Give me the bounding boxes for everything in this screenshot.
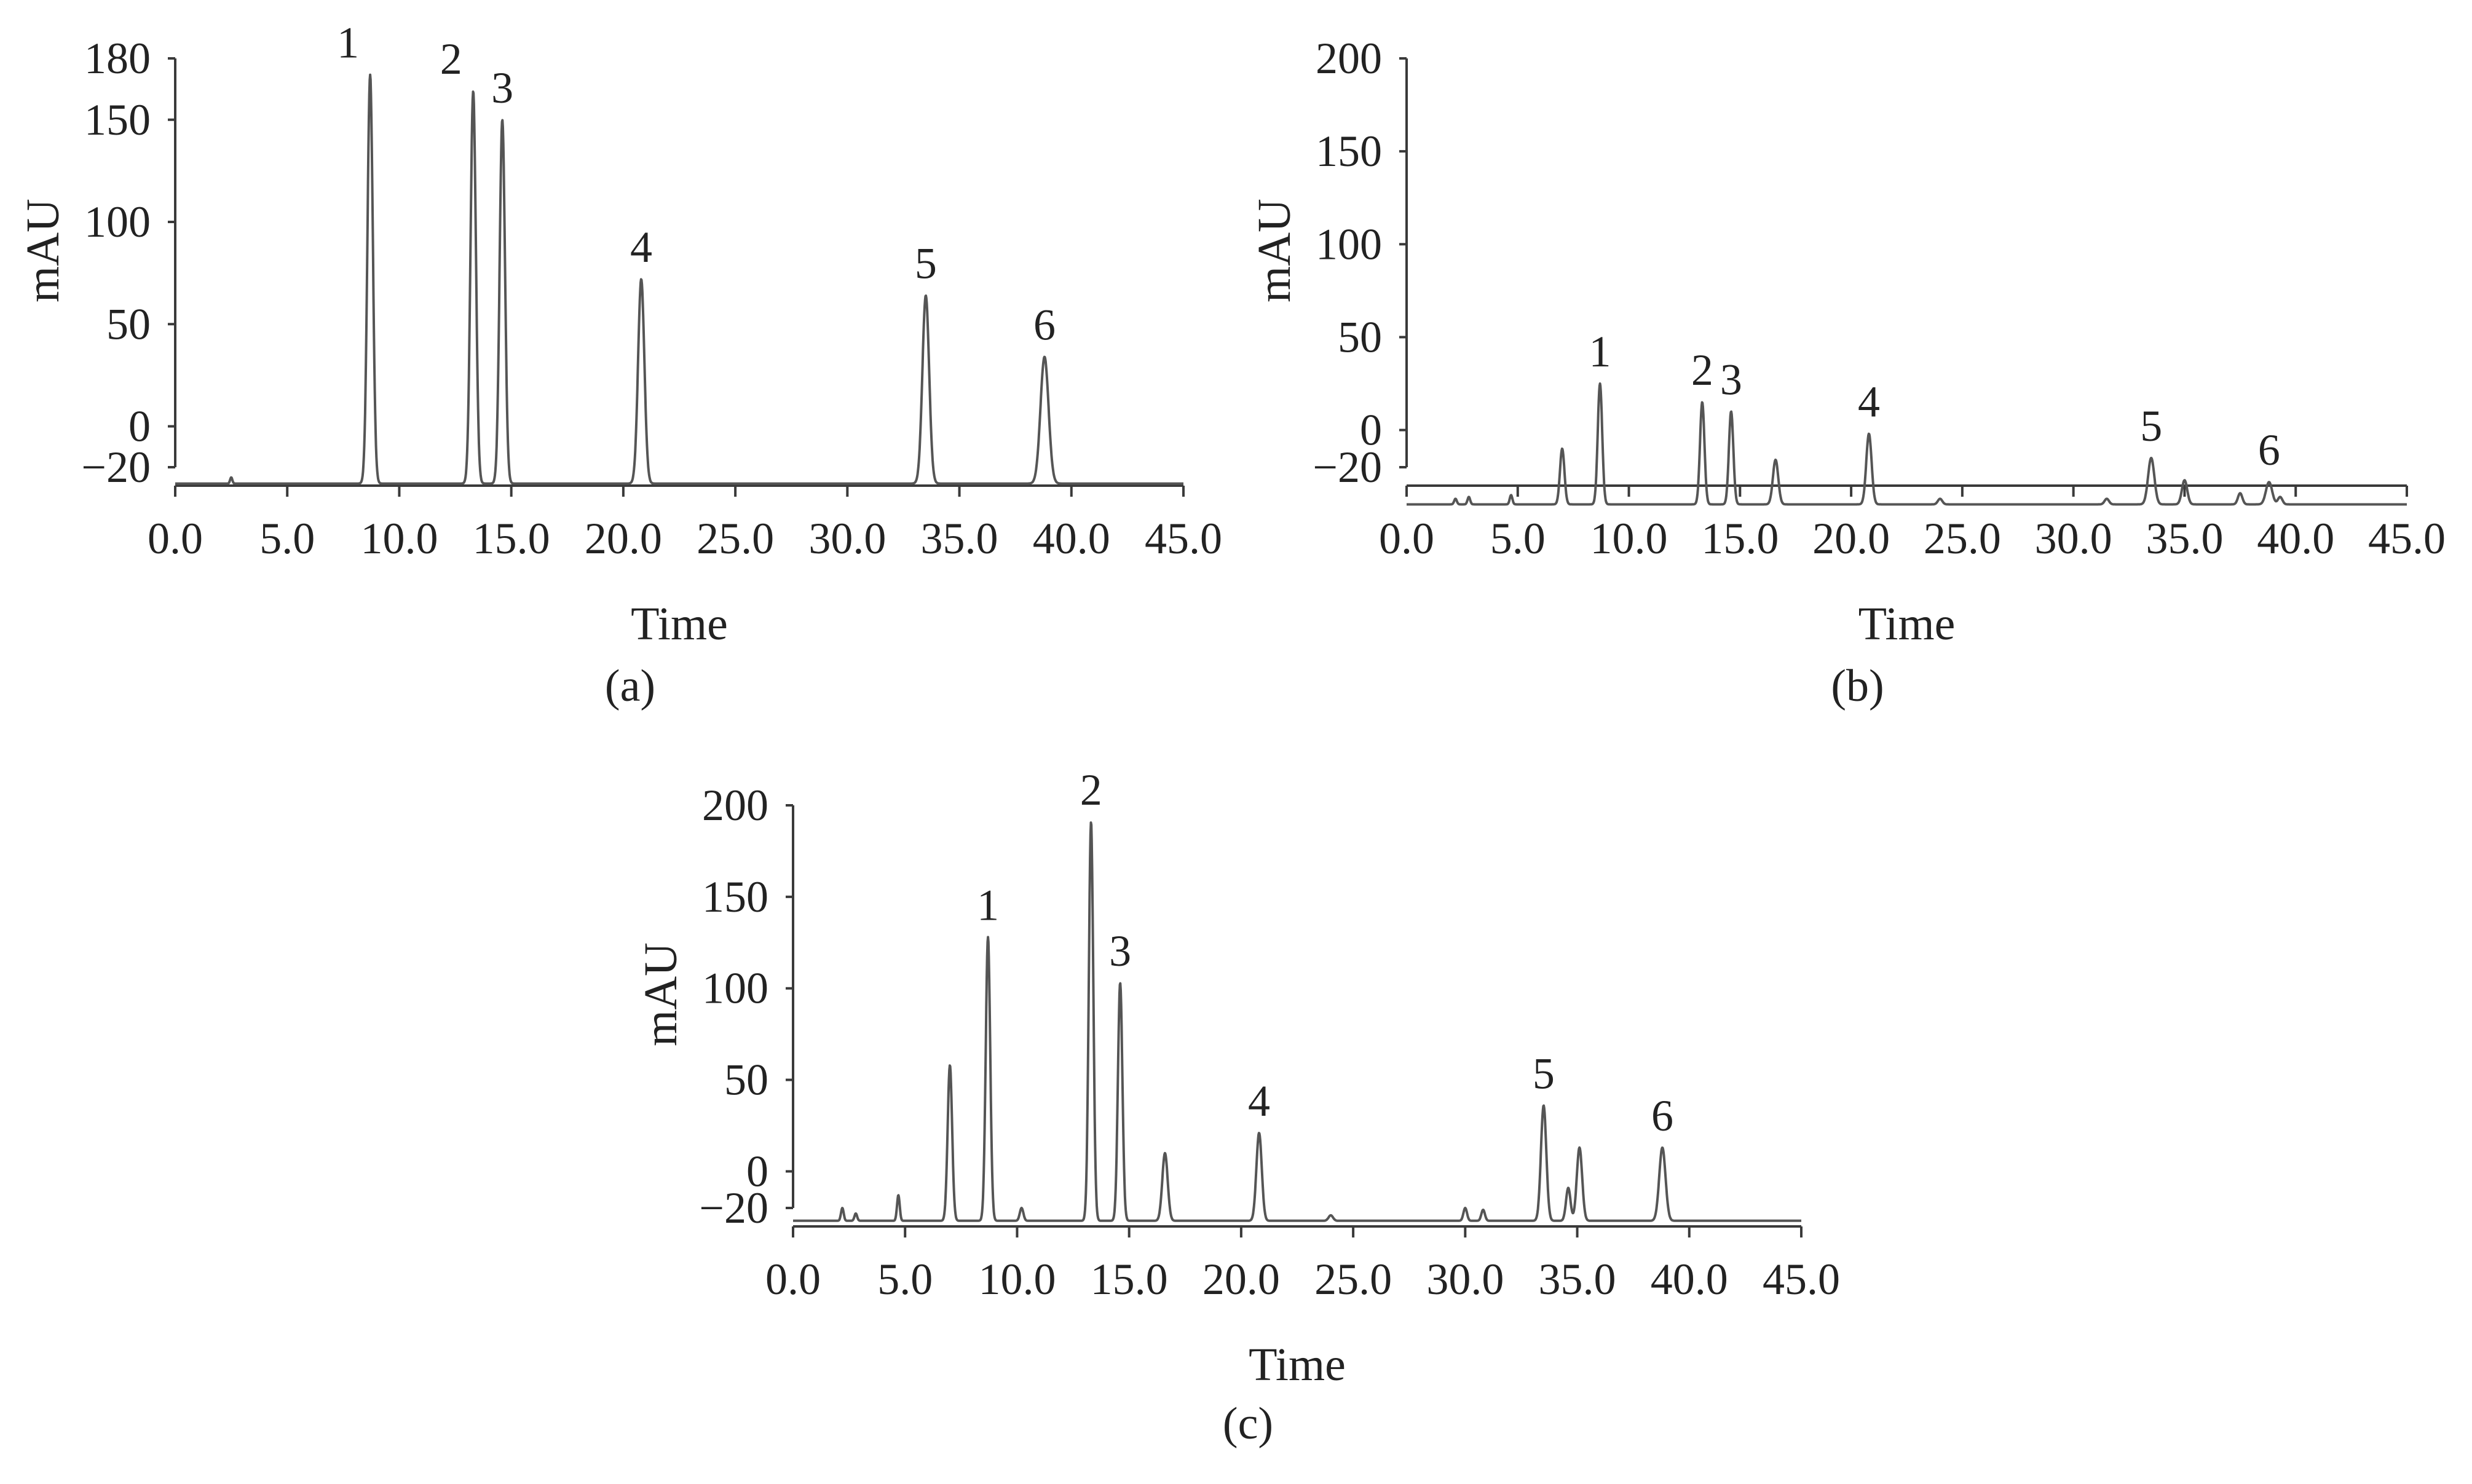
peak-label-4: 4 — [1858, 377, 1880, 427]
y-tick-label: −20 — [81, 443, 151, 492]
x-tick-label: 30.0 — [808, 514, 886, 563]
peak-label-2: 2 — [440, 34, 462, 84]
x-tick-label: 5.0 — [259, 514, 315, 563]
y-tick-label: 100 — [1316, 219, 1382, 269]
peak-label-2: 2 — [1691, 345, 1713, 395]
panel-c-chart: 200 150 100 50 0−20 0.0 5.0 10.0 15.0 20.0 25.0 30.… — [635, 765, 1840, 1449]
y-tick-label: 150 — [1316, 127, 1382, 176]
x-axis-label: Time — [631, 598, 728, 650]
chromatogram-trace — [792, 821, 1803, 1222]
x-tick-label: 40.0 — [2257, 514, 2334, 563]
x-tick-label: 15.0 — [1091, 1255, 1168, 1304]
y-axis-label: mAU — [17, 199, 69, 302]
x-tick-label: 10.0 — [978, 1255, 1056, 1304]
x-tick-label: 20.0 — [1202, 1255, 1280, 1304]
x-tick-label: 0.0 — [148, 514, 203, 563]
peak-label-5: 5 — [1533, 1049, 1555, 1098]
y-tick-label: 150 — [84, 95, 151, 144]
peak-label-6: 6 — [2258, 425, 2280, 475]
peak-label-4: 4 — [1248, 1076, 1270, 1126]
x-tick-label: 15.0 — [1701, 514, 1779, 563]
x-axis-label: Time — [1858, 598, 1956, 650]
chromatogram-trace — [174, 73, 1185, 485]
y-tick-label: 50 — [106, 299, 151, 349]
x-tick-label: 35.0 — [1539, 1255, 1616, 1304]
panel-tag: (b) — [1831, 661, 1884, 711]
chromatogram-trace — [1405, 382, 2408, 506]
peak-label-1: 1 — [1589, 327, 1611, 376]
x-tick-label: 30.0 — [1426, 1255, 1504, 1304]
panel-tag: (a) — [605, 661, 655, 711]
peak-label-1: 1 — [337, 18, 359, 68]
y-tick-label: −20 — [1313, 443, 1382, 492]
x-tick-label: 5.0 — [877, 1255, 933, 1304]
peak-label-5: 5 — [915, 239, 937, 288]
x-tick-label: 15.0 — [473, 514, 550, 563]
x-tick-label: 10.0 — [360, 514, 438, 563]
x-tick-label: 0.0 — [765, 1255, 821, 1304]
y-tick-label: 0 — [1360, 406, 1382, 455]
panel-tag: (c) — [1223, 1399, 1273, 1449]
peak-label-2: 2 — [1080, 765, 1102, 815]
y-tick-label: 100 — [702, 964, 768, 1013]
x-tick-label: 25.0 — [1314, 1255, 1392, 1304]
x-tick-label: 35.0 — [2146, 514, 2223, 563]
x-tick-label: 20.0 — [1812, 514, 1890, 563]
x-tick-label: 0.0 — [1379, 514, 1434, 563]
x-tick-label: 30.0 — [2035, 514, 2112, 563]
y-tick-label: 180 — [84, 34, 151, 83]
y-tick-label: 150 — [702, 872, 768, 922]
peak-label-3: 3 — [491, 63, 513, 112]
peak-label-3: 3 — [1109, 926, 1131, 976]
y-tick-label: 0 — [128, 402, 151, 451]
y-tick-label: 50 — [1338, 312, 1382, 361]
y-axis-label: mAU — [1249, 199, 1300, 302]
x-tick-label: 10.0 — [1590, 514, 1668, 563]
x-tick-label: 20.0 — [585, 514, 662, 563]
y-tick-label: 0 — [746, 1147, 768, 1196]
x-tick-label: 25.0 — [1924, 514, 2001, 563]
y-tick-label: 50 — [724, 1056, 768, 1105]
x-tick-label: 45.0 — [1145, 514, 1222, 563]
x-tick-label: 45.0 — [2368, 514, 2446, 563]
y-axis-label: mAU — [635, 942, 687, 1046]
panel-a-chart: 180 150 100 50 0−20 0.0 5.0 10.0 15.0 20.0 25.0 30.… — [17, 18, 1222, 711]
x-tick-label: 40.0 — [1033, 514, 1110, 563]
peak-label-6: 6 — [1033, 300, 1056, 349]
panel-b-chart: 200 150 100 50 0−20 0.0 5.0 10.0 15.0 20.0 25.0 30.… — [1249, 34, 2446, 711]
x-tick-label: 25.0 — [697, 514, 774, 563]
peak-label-3: 3 — [1720, 355, 1742, 404]
x-tick-label: 40.0 — [1651, 1255, 1728, 1304]
y-tick-label: 200 — [702, 781, 768, 830]
x-tick-label: 35.0 — [921, 514, 998, 563]
peak-label-4: 4 — [630, 223, 652, 272]
x-axis-label: Time — [1249, 1339, 1346, 1391]
y-tick-label: −20 — [699, 1183, 768, 1233]
y-tick-label: 200 — [1316, 34, 1382, 83]
y-tick-label: 100 — [84, 197, 151, 247]
peak-label-1: 1 — [977, 880, 999, 929]
peak-label-5: 5 — [2140, 401, 2162, 451]
x-tick-label: 5.0 — [1490, 514, 1546, 563]
peak-label-6: 6 — [1651, 1091, 1673, 1140]
x-tick-label: 45.0 — [1763, 1255, 1840, 1304]
